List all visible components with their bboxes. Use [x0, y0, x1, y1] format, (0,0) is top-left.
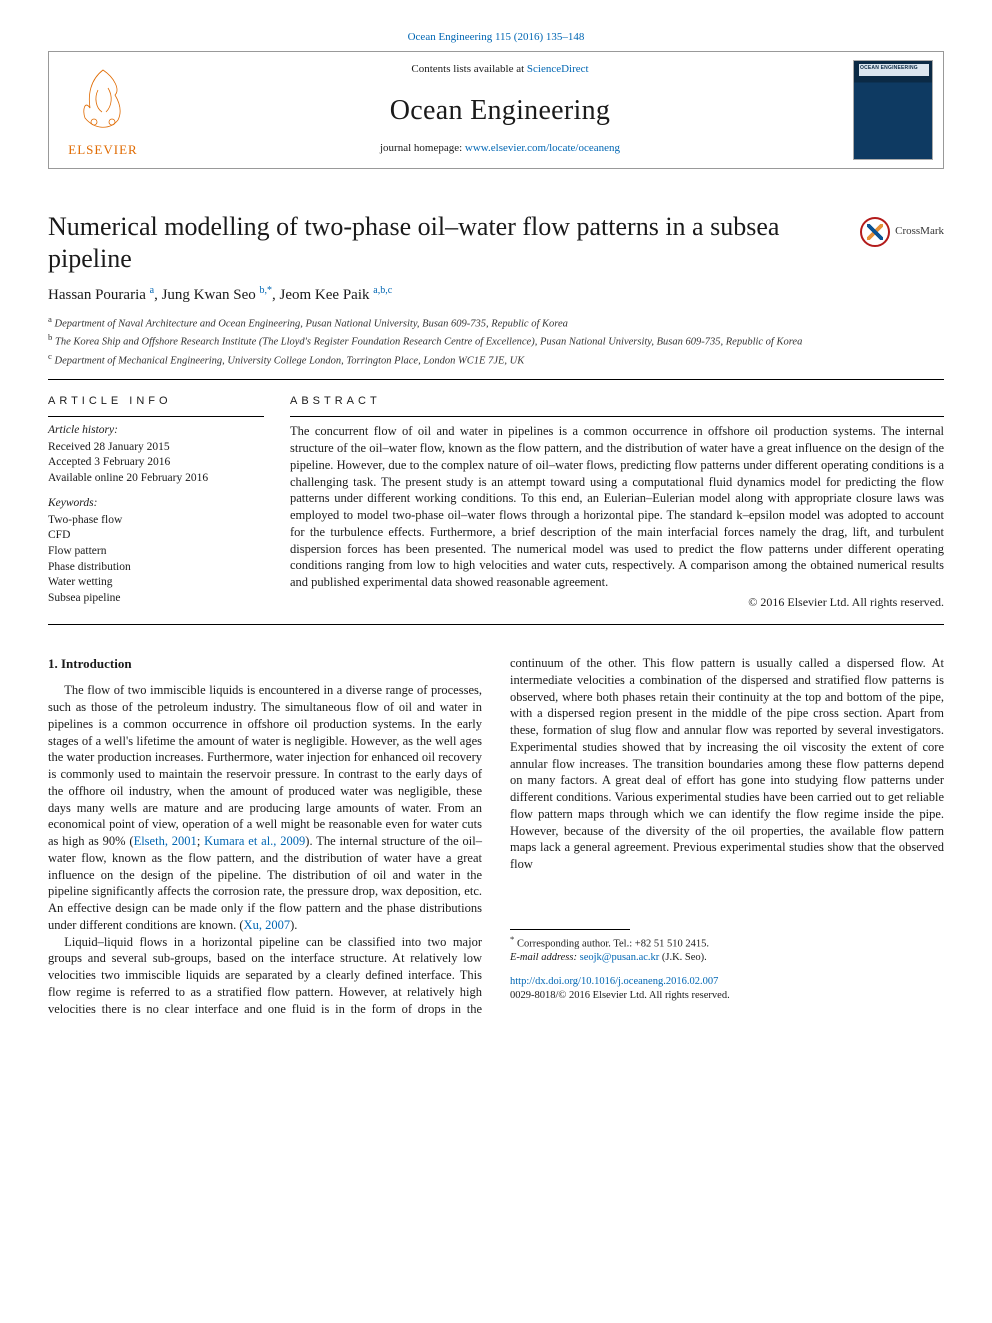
doi-link[interactable]: http://dx.doi.org/10.1016/j.oceaneng.201…	[510, 976, 718, 987]
author-3: Jeom Kee Paik	[280, 287, 370, 303]
rule-below-abstract	[48, 624, 944, 625]
elsevier-logo: ELSEVIER	[60, 60, 146, 160]
cite-kumara-2009[interactable]: Kumara et al., 2009	[204, 834, 305, 848]
cite-elseth-2001[interactable]: Elseth, 2001	[134, 834, 197, 848]
issn-line: 0029-8018/© 2016 Elsevier Ltd. All right…	[510, 989, 944, 1003]
journal-header: ELSEVIER Contents lists available at Sci…	[48, 51, 944, 169]
history-online: Available online 20 February 2016	[48, 471, 264, 487]
contents-pre: Contents lists available at	[411, 63, 526, 75]
history-head: Article history:	[48, 423, 264, 439]
top-journal-ref: Ocean Engineering 115 (2016) 135–148	[48, 30, 944, 45]
biblio-footer: http://dx.doi.org/10.1016/j.oceaneng.201…	[510, 975, 944, 1003]
keyword: Flow pattern	[48, 544, 264, 560]
article-info-label: ARTICLE INFO	[48, 394, 264, 409]
header-center: Contents lists available at ScienceDirec…	[157, 52, 843, 168]
affiliation-c: c Department of Mechanical Engineering, …	[48, 351, 944, 369]
email-link[interactable]: seojk@pusan.ac.kr	[580, 952, 660, 963]
publisher-logo-cell: ELSEVIER	[49, 52, 157, 168]
history-received: Received 28 January 2015	[48, 440, 264, 456]
author-2-aff[interactable]: b,	[260, 285, 268, 296]
contents-line: Contents lists available at ScienceDirec…	[165, 62, 835, 77]
keywords-head: Keywords:	[48, 496, 264, 512]
svg-text:ELSEVIER: ELSEVIER	[68, 142, 137, 157]
footnote-rule	[510, 929, 630, 930]
section-heading-1: 1. Introduction	[48, 655, 482, 672]
abstract-text: The concurrent flow of oil and water in …	[290, 423, 944, 591]
body-columns: 1. Introduction The flow of two immiscib…	[48, 655, 944, 1017]
authors: Hassan Pouraria a, Jung Kwan Seo b,*, Je…	[48, 284, 944, 305]
author-2-corr[interactable]: *	[267, 285, 272, 296]
intro-para-1: The flow of two immiscible liquids is en…	[48, 682, 482, 933]
keyword: Water wetting	[48, 575, 264, 591]
cover-cell	[843, 52, 943, 168]
affiliation-a: a Department of Naval Architecture and O…	[48, 314, 944, 332]
author-1-aff[interactable]: a	[150, 285, 154, 296]
info-abstract-row: ARTICLE INFO Article history: Received 2…	[48, 394, 944, 611]
top-journal-ref-link[interactable]: Ocean Engineering 115 (2016) 135–148	[408, 31, 585, 43]
crossmark-label: CrossMark	[895, 224, 944, 239]
author-2: Jung Kwan Seo	[162, 287, 256, 303]
rule-above-info	[48, 379, 944, 380]
keywords-list: Two-phase flow CFD Flow pattern Phase di…	[48, 513, 264, 606]
crossmark-icon	[860, 217, 890, 247]
footnotes: * Corresponding author. Tel.: +82 51 510…	[510, 929, 944, 965]
author-1: Hassan Pouraria	[48, 287, 146, 303]
info-rule	[48, 416, 264, 417]
sciencedirect-link[interactable]: ScienceDirect	[527, 63, 589, 75]
abstract-label: ABSTRACT	[290, 394, 944, 409]
history-accepted: Accepted 3 February 2016	[48, 455, 264, 471]
homepage-link[interactable]: www.elsevier.com/locate/oceaneng	[465, 142, 620, 154]
abstract-col: ABSTRACT The concurrent flow of oil and …	[290, 394, 944, 611]
keyword: Subsea pipeline	[48, 591, 264, 607]
keyword: Two-phase flow	[48, 513, 264, 529]
article-info-col: ARTICLE INFO Article history: Received 2…	[48, 394, 264, 611]
journal-name: Ocean Engineering	[165, 92, 835, 130]
homepage-line: journal homepage: www.elsevier.com/locat…	[165, 141, 835, 156]
abstract-copyright: © 2016 Elsevier Ltd. All rights reserved…	[290, 594, 944, 610]
keyword: CFD	[48, 528, 264, 544]
corresponding-email: E-mail address: seojk@pusan.ac.kr (J.K. …	[510, 951, 944, 965]
keyword: Phase distribution	[48, 560, 264, 576]
author-3-aff[interactable]: a,b,c	[373, 285, 392, 296]
keywords-block: Keywords: Two-phase flow CFD Flow patter…	[48, 496, 264, 606]
journal-cover-thumb	[853, 60, 933, 160]
paper-title: Numerical modelling of two-phase oil–wat…	[48, 211, 846, 274]
homepage-pre: journal homepage:	[380, 142, 465, 154]
cite-xu-2007[interactable]: Xu, 2007	[244, 918, 291, 932]
abstract-rule	[290, 416, 944, 417]
title-row: Numerical modelling of two-phase oil–wat…	[48, 211, 944, 274]
article-history: Article history: Received 28 January 201…	[48, 423, 264, 486]
crossmark[interactable]: CrossMark	[860, 217, 944, 247]
affiliation-b: b The Korea Ship and Offshore Research I…	[48, 332, 944, 350]
affiliations: a Department of Naval Architecture and O…	[48, 314, 944, 369]
corresponding-author: * Corresponding author. Tel.: +82 51 510…	[510, 934, 944, 951]
